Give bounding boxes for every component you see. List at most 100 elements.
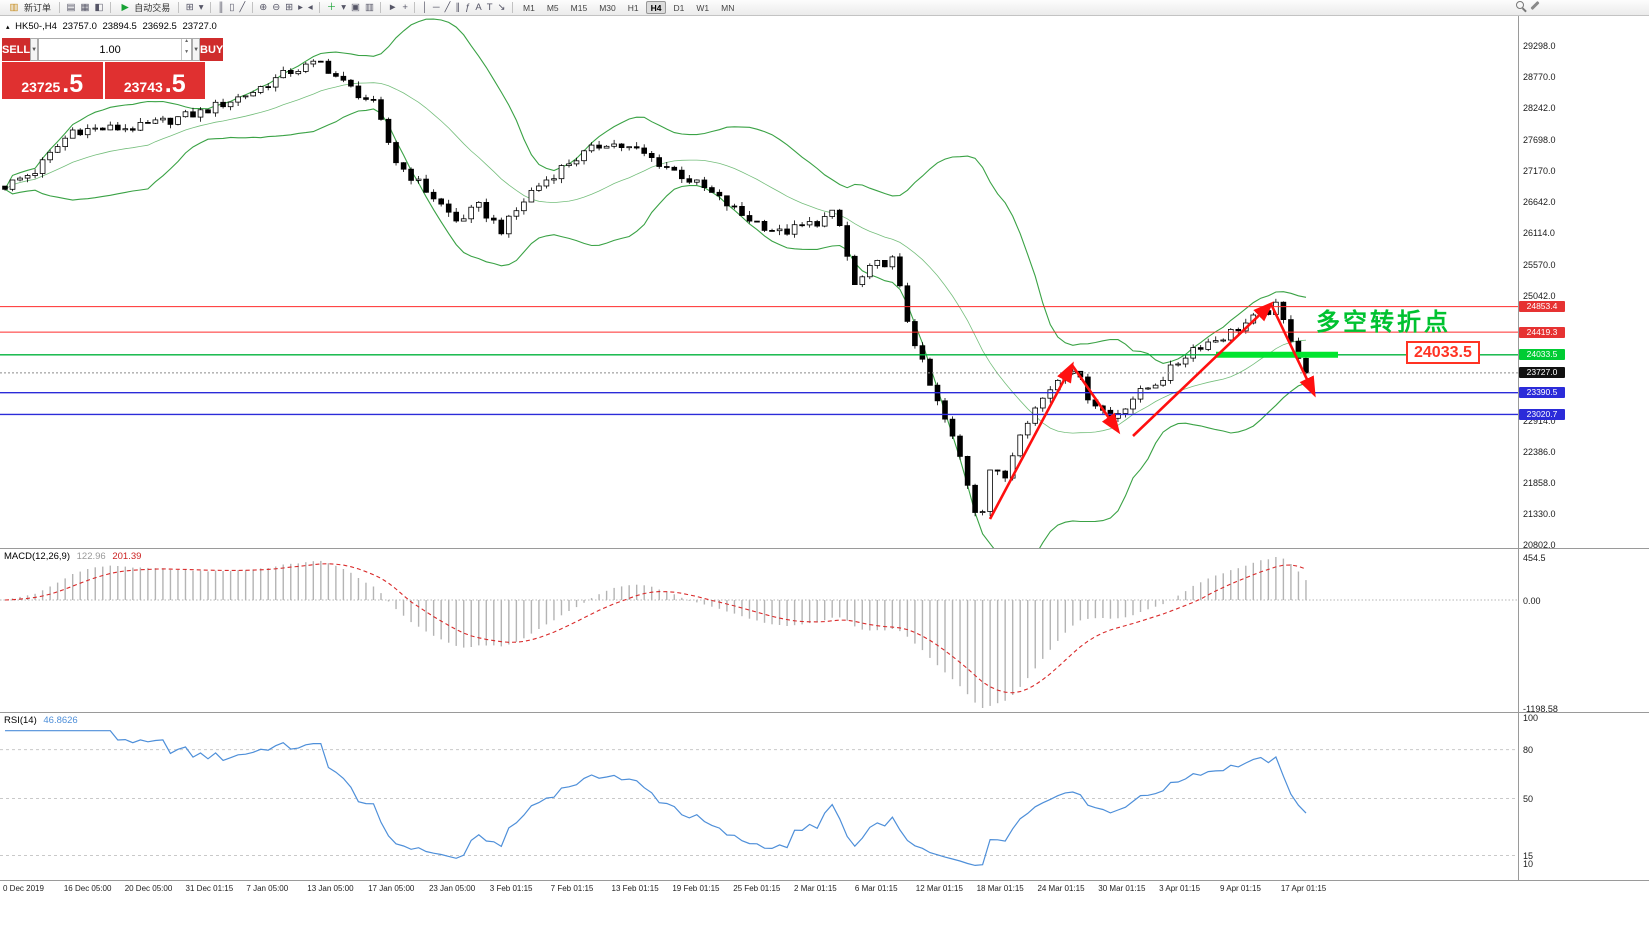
line-chart-icon[interactable]: ╱ <box>239 1 246 13</box>
time-axis-label: 17 Apr 01:15 <box>1280 884 1327 893</box>
sell-button[interactable]: SELL <box>2 38 31 61</box>
one-click-trading-panel: SELL ▼ ▲ ▼ ▼ BUY 23725 .5 23743 .5 <box>2 38 224 99</box>
macd-signal-value: 201.39 <box>112 551 142 562</box>
time-axis-label: 24 Mar 01:15 <box>1037 884 1085 893</box>
sell-dropdown[interactable]: ▼ <box>30 38 39 61</box>
price-axis-label: 26114.0 <box>1523 227 1555 238</box>
autotrading-label: 自动交易 <box>134 3 171 13</box>
charts-icon[interactable]: ▤ <box>66 1 76 13</box>
time-axis-label: 9 Apr 01:15 <box>1220 884 1261 893</box>
trend-arrow <box>1070 364 1121 435</box>
sell-price-button[interactable]: 23725 .5 <box>2 62 103 99</box>
profiles-icon[interactable]: ▾ <box>198 1 204 13</box>
edit-icon[interactable] <box>1530 0 1540 10</box>
fibonacci-icon[interactable]: ƒ <box>465 1 471 13</box>
chart-shift-icon[interactable]: ◂ <box>307 1 313 13</box>
new-order-icon: ▥ <box>9 1 19 13</box>
time-axis-label: 13 Feb 01:15 <box>611 884 659 893</box>
indicators-icon[interactable]: ＋ <box>326 1 337 13</box>
macd-panel <box>0 557 1518 708</box>
symbol-marker-icon: ▴ <box>6 24 10 31</box>
buy-price-button[interactable]: 23743 .5 <box>104 62 205 99</box>
price-axis: 29298.0 28770.0 28242.0 27698.0 27170.0 26642… <box>1518 16 1649 882</box>
volume-stepper[interactable]: ▲ ▼ <box>181 39 191 60</box>
trend-arrow <box>1132 301 1274 437</box>
time-axis-label: 20 Dec 05:00 <box>124 884 173 893</box>
toolbar-separator <box>59 2 60 13</box>
main-toolbar: ▥ 新订单 ▤ ▦ ◧ ▶ 自动交易 ⊞ ▾ ║ ▯ ╱ ⊕ ⊖ ⊞ ▸ ◂ ＋ ▾ ▣ ▥ ► + │ ─ ╱ ∥ ƒ A T… <box>0 0 1649 16</box>
open-value: 23757.0 <box>62 21 97 32</box>
buy-price-frac: .5 <box>164 70 186 98</box>
quotes-icon[interactable]: ▦ <box>80 1 90 13</box>
volume-down-icon[interactable]: ▼ <box>184 48 190 55</box>
timeframe-h1[interactable]: H1 <box>627 3 639 13</box>
new-chart-icon[interactable]: ⊞ <box>185 1 194 13</box>
time-axis-label: 13 Jan 05:00 <box>307 884 354 893</box>
horizontal-line-icon[interactable]: ─ <box>432 1 440 13</box>
price-axis-label: 27698.0 <box>1523 134 1556 145</box>
timeframe-d1[interactable]: D1 <box>673 3 685 13</box>
time-axis-label: 3 Apr 01:15 <box>1159 884 1201 893</box>
macd-axis-label: 454.5 <box>1523 552 1546 563</box>
tile-windows-icon[interactable]: ⊞ <box>285 1 294 13</box>
auto-scroll-icon[interactable]: ▸ <box>298 1 303 13</box>
time-axis: 0 Dec 2019 16 Dec 05:00 20 Dec 05:00 31 Dec… <box>0 881 1649 896</box>
indicator-list-icon[interactable]: ▾ <box>341 1 346 13</box>
sell-price-frac: .5 <box>62 70 84 98</box>
vertical-line-icon[interactable]: │ <box>421 1 428 13</box>
chart-annotation-text[interactable]: 多空转折点 <box>1316 309 1451 336</box>
candle-chart-icon[interactable]: ▯ <box>229 1 235 13</box>
price-tag: 24853.4 <box>1519 301 1565 313</box>
timeframe-mn[interactable]: MN <box>721 3 735 13</box>
navigator-icon[interactable]: ◧ <box>94 1 104 13</box>
templates-icon[interactable]: ▣ <box>351 1 360 13</box>
time-axis-label: 17 Jan 05:00 <box>368 884 415 893</box>
text-icon[interactable]: A <box>475 1 482 13</box>
timeframe-m1[interactable]: M1 <box>523 3 535 13</box>
toolbar-separator <box>512 2 514 13</box>
price-axis-label: 28242.0 <box>1523 102 1556 113</box>
time-axis-label: 2 Mar 01:15 <box>794 884 837 893</box>
price-tag: 23390.5 <box>1519 387 1565 399</box>
label-icon[interactable]: T <box>486 1 493 13</box>
buy-dropdown[interactable]: ▼ <box>192 38 201 61</box>
zoom-in-icon[interactable]: ⊕ <box>259 1 268 13</box>
time-axis-label: 30 Mar 01:15 <box>1098 884 1146 893</box>
time-axis-label: 23 Jan 05:00 <box>428 884 476 893</box>
toolbar-separator <box>414 2 416 13</box>
time-axis-label: 31 Dec 01:15 <box>185 884 234 893</box>
rsi-indicator-label: RSI(14) 46.8626 <box>4 715 78 726</box>
price-callout-label[interactable]: 24033.5 <box>1406 341 1480 364</box>
arrows-icon[interactable]: ↘ <box>497 1 506 13</box>
search-icon[interactable] <box>1516 1 1524 9</box>
timeframe-m5[interactable]: M5 <box>546 3 559 13</box>
bar-chart-icon[interactable]: ║ <box>217 1 225 13</box>
periods-icon[interactable]: ▥ <box>364 1 374 13</box>
candlesticks <box>2 58 1309 517</box>
volume-input[interactable] <box>39 39 182 60</box>
time-axis-label: 7 Jan 05:00 <box>246 884 289 893</box>
volume-up-icon[interactable]: ▲ <box>184 38 190 44</box>
time-axis-label: 6 Mar 01:15 <box>854 884 898 893</box>
time-axis-label: 25 Feb 01:15 <box>733 884 781 893</box>
trendline-icon[interactable]: ╱ <box>444 1 451 13</box>
new-order-button[interactable]: ▥ 新订单 <box>3 1 55 15</box>
rsi-axis-label: 50 <box>1523 794 1534 804</box>
timeframe-h4[interactable]: H4 <box>645 1 667 14</box>
macd-name: MACD(12,26,9) <box>4 551 70 562</box>
timeframe-m30[interactable]: M30 <box>599 3 616 13</box>
timeframe-w1[interactable]: W1 <box>696 3 710 13</box>
crosshair-icon[interactable]: + <box>402 1 408 13</box>
cursor-icon[interactable]: ► <box>387 1 398 13</box>
time-axis-label: 3 Feb 01:15 <box>489 884 533 893</box>
time-axis-label: 19 Feb 01:15 <box>672 884 720 893</box>
toolbar-icon-group: ▤ ▦ ◧ <box>64 1 106 15</box>
timeframe-m15[interactable]: M15 <box>570 3 588 13</box>
trend-arrow <box>1269 303 1316 398</box>
zoom-out-icon[interactable]: ⊖ <box>272 1 281 13</box>
buy-button[interactable]: BUY <box>200 38 224 61</box>
autotrading-button[interactable]: ▶ 自动交易 <box>115 1 174 15</box>
channel-icon[interactable]: ∥ <box>455 1 461 13</box>
